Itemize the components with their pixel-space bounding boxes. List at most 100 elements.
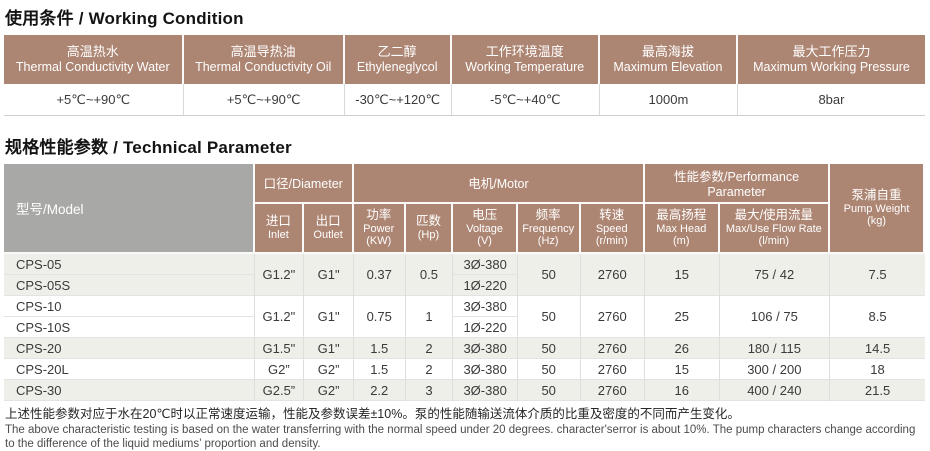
power-cell: 1.5 (353, 338, 406, 359)
wc-header-maximum-working-pressure: 最大工作压力 Maximum Working Pressure (738, 35, 925, 84)
wc-header-water-zh: 高温热水 (66, 44, 119, 59)
col-header-max-head-zh: 最高扬程 (656, 208, 707, 222)
voltage-cell: 3Ø-380 (453, 380, 518, 401)
col-header-power-en: Power (363, 223, 395, 235)
col-header-power-unit: (KW) (366, 235, 392, 247)
flow-rate-cell: 400 / 240 (719, 380, 831, 401)
model-cell: CPS-10 (4, 296, 255, 317)
col-header-flow-rate: 最大/使用流量 Max/Use Flow Rate (l/min) (719, 204, 831, 254)
wc-header-ethyleneglycol-en: Ethyleneglycol (356, 60, 438, 74)
max-head-cell: 15 (644, 359, 720, 380)
speed-cell: 2760 (580, 338, 645, 359)
col-header-frequency-en: Frequency (522, 223, 575, 235)
frequency-cell: 50 (517, 359, 581, 380)
footnote-chinese: 上述性能参数对应于水在20℃时以正常速度运输，性能及参数误差±10%。泵的性能随… (5, 407, 740, 421)
wc-header-oil: 高温导热油 Thermal Conductivity Oil (183, 35, 345, 84)
table-row-cps-20l: CPS-20L G2” G2” 1.5 2 3Ø-380 50 2760 15 … (4, 359, 925, 380)
max-head-cell: 25 (644, 296, 720, 338)
col-header-voltage-en: Voltage (466, 223, 503, 235)
col-header-inlet: 进口 Inlet (254, 204, 305, 254)
inlet-cell: G1.5" (254, 338, 305, 359)
hp-cell: 3 (405, 380, 454, 401)
weight-cell: 14.5 (830, 338, 925, 359)
speed-cell: 2760 (580, 359, 645, 380)
wc-header-water-en: Thermal Conductivity Water (15, 60, 170, 74)
col-header-outlet-en: Outlet (313, 229, 343, 241)
working-condition-header-row: 高温热水 Thermal Conductivity Water 高温导热油 Th… (4, 35, 925, 84)
wc-value-ethyleneglycol: -30℃~+120℃ (345, 84, 452, 115)
max-head-cell: 16 (644, 380, 720, 401)
col-header-pump-weight-zh: 泵浦自重 (851, 188, 902, 202)
model-cell: CPS-20L (4, 359, 255, 380)
power-cell: 0.75 (353, 296, 406, 338)
voltage-cell: 3Ø-380 (453, 338, 518, 359)
wc-header-maximum-elevation-en: Maximum Elevation (613, 60, 723, 74)
inlet-cell: G1.2" (254, 254, 305, 296)
power-cell: 0.37 (353, 254, 406, 296)
header-group-row: 型号/Model 口径/Diameter 电机/Motor 性能参数/Perfo… (4, 164, 925, 254)
col-header-flow-rate-unit: (l/min) (758, 235, 790, 247)
col-header-voltage-unit: (V) (477, 235, 492, 247)
col-header-voltage: 电压 Voltage (V) (453, 204, 518, 254)
inlet-cell: G2” (254, 359, 305, 380)
col-header-outlet-zh: 出口 (315, 214, 341, 228)
group-header-performance: 性能参数/Performance Parameter (644, 164, 831, 204)
wc-value-water: +5℃~+90℃ (4, 84, 184, 115)
table-row-cps-30: CPS-30 G2.5” G2” 2.2 3 3Ø-380 50 2760 16… (4, 380, 925, 401)
max-head-cell: 26 (644, 338, 720, 359)
max-head-cell: 15 (644, 254, 720, 296)
col-header-pump-weight: 泵浦自重 Pump Weight (kg) (830, 164, 925, 254)
working-condition-table: 高温热水 Thermal Conductivity Water 高温导热油 Th… (4, 35, 925, 116)
frequency-cell: 50 (517, 338, 581, 359)
wc-header-maximum-elevation: 最高海拔 Maximum Elevation (599, 35, 738, 84)
power-cell: 2.2 (353, 380, 406, 401)
hp-cell: 1 (405, 296, 454, 338)
model-cell: CPS-30 (4, 380, 255, 401)
wc-header-oil-en: Thermal Conductivity Oil (195, 60, 332, 74)
flow-rate-cell: 300 / 200 (719, 359, 831, 380)
wc-header-water: 高温热水 Thermal Conductivity Water (4, 35, 184, 84)
col-header-inlet-zh: 进口 (265, 214, 291, 228)
wc-header-working-temperature-en: Working Temperature (465, 60, 585, 74)
technical-parameter-table: 型号/Model 口径/Diameter 电机/Motor 性能参数/Perfo… (4, 164, 925, 401)
footnotes: 上述性能参数对应于水在20℃时以正常速度运输，性能及参数误差±10%。泵的性能随… (5, 406, 926, 451)
hp-cell: 0.5 (405, 254, 454, 296)
col-header-power-zh: 功率 (366, 208, 392, 222)
col-header-flow-rate-en: Max/Use Flow Rate (725, 223, 822, 235)
col-header-frequency-unit: (Hz) (537, 235, 559, 247)
outlet-cell: G2” (304, 380, 354, 401)
wc-header-maximum-elevation-zh: 最高海拔 (641, 44, 694, 59)
wc-header-working-temperature: 工作环境温度 Working Temperature (451, 35, 600, 84)
wc-value-oil: +5℃~+90℃ (184, 84, 345, 115)
col-header-pump-weight-en: Pump Weight (843, 203, 910, 215)
col-header-hp-zh: 匹数 (415, 214, 441, 228)
col-header-frequency-zh: 频率 (535, 208, 561, 222)
header-sub-row: 进口 Inlet 出口 Outlet 功率 Power (KW) 匹数 (Hp) (4, 204, 925, 254)
flow-rate-cell: 180 / 115 (719, 338, 831, 359)
hp-cell: 2 (405, 338, 454, 359)
col-header-max-head-unit: (m) (673, 235, 690, 247)
model-cell: CPS-05 (4, 254, 255, 275)
outlet-cell: G1" (304, 296, 354, 338)
flow-rate-cell: 106 / 75 (719, 296, 831, 338)
col-header-frequency: 频率 Frequency (Hz) (517, 204, 581, 254)
col-header-speed-unit: (r/min) (595, 235, 628, 247)
wc-header-working-temperature-zh: 工作环境温度 (485, 44, 564, 59)
table-row-cps-05s: CPS-05S 1Ø-220 (4, 275, 925, 296)
col-header-flow-rate-zh: 最大/使用流量 (734, 208, 814, 222)
power-cell: 1.5 (353, 359, 406, 380)
weight-cell: 18 (830, 359, 925, 380)
voltage-cell: 3Ø-380 (453, 359, 518, 380)
voltage-cell: 3Ø-380 (453, 296, 518, 317)
technical-parameter-title: 规格性能参数 / Technical Parameter (5, 138, 292, 157)
working-condition-values-row: +5℃~+90℃ +5℃~+90℃ -30℃~+120℃ -5℃~+40℃ 10… (4, 84, 925, 116)
wc-header-ethyleneglycol: 乙二醇 Ethyleneglycol (344, 35, 452, 84)
wc-value-maximum-elevation: 1000m (600, 84, 738, 115)
col-header-speed: 转速 Speed (r/min) (580, 204, 645, 254)
technical-parameter-header: 型号/Model 口径/Diameter 电机/Motor 性能参数/Perfo… (4, 164, 925, 254)
col-header-max-head-en: Max Head (656, 223, 707, 235)
table-row-cps-20: CPS-20 G1.5" G1" 1.5 2 3Ø-380 50 2760 26… (4, 338, 925, 359)
wc-value-maximum-working-pressure: 8bar (818, 92, 845, 107)
speed-cell: 2760 (580, 254, 645, 296)
